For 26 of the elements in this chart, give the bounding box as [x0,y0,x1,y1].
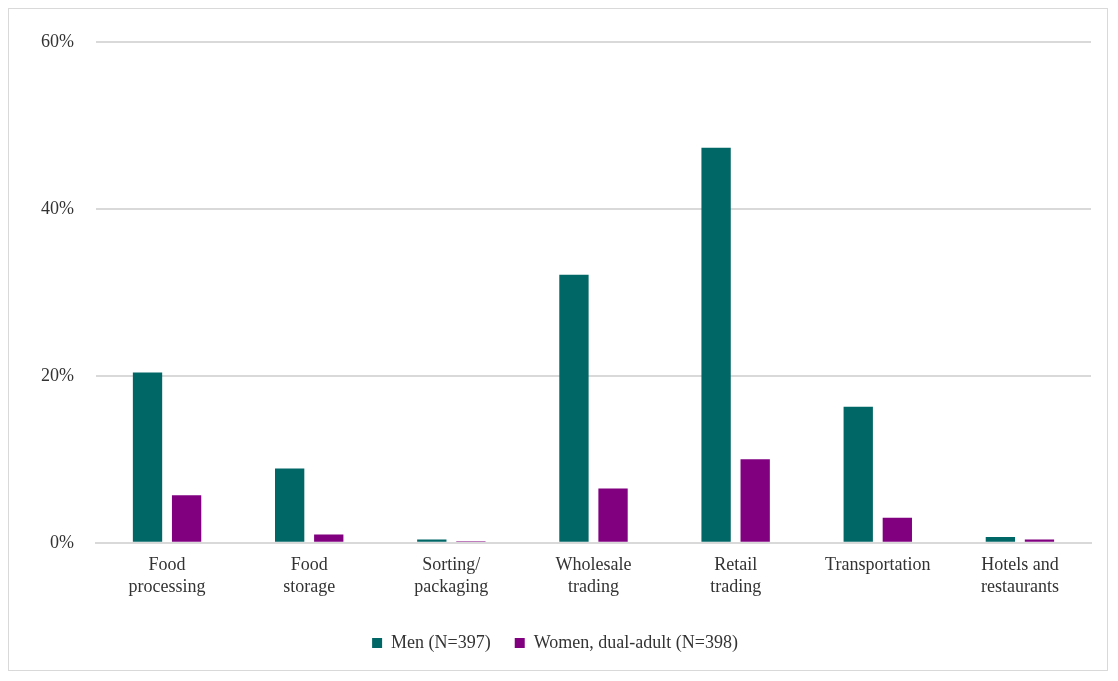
bar [985,536,1016,542]
x-tick-label: Food storage [283,554,336,596]
bar [314,534,344,542]
bar [559,274,589,542]
y-tick-label: 40% [40,197,74,218]
x-tick-label: Transportation [825,554,931,575]
bar [843,406,873,542]
bar [1024,539,1055,542]
x-tick-label: Wholesale trading [555,554,632,596]
legend-label: Men (N=397) [391,631,491,653]
x-tick-label: Hotels and restaurants [980,554,1059,596]
legend-label: Women, dual-adult (N=398) [533,631,738,653]
y-tick-label: 0% [49,531,74,552]
x-tick-label: Food processing [128,554,206,596]
bar [598,488,628,542]
bar [171,495,202,542]
bar [740,459,770,542]
x-tick-label: Retail trading [710,554,762,596]
y-tick-label: 20% [40,364,74,385]
bar [701,147,731,542]
bar [417,539,447,542]
bar [275,468,305,542]
y-tick-label: 60% [40,30,74,51]
bar [882,517,912,542]
x-tick-label: Sorting/ packaging [414,554,489,596]
bar [132,372,163,542]
